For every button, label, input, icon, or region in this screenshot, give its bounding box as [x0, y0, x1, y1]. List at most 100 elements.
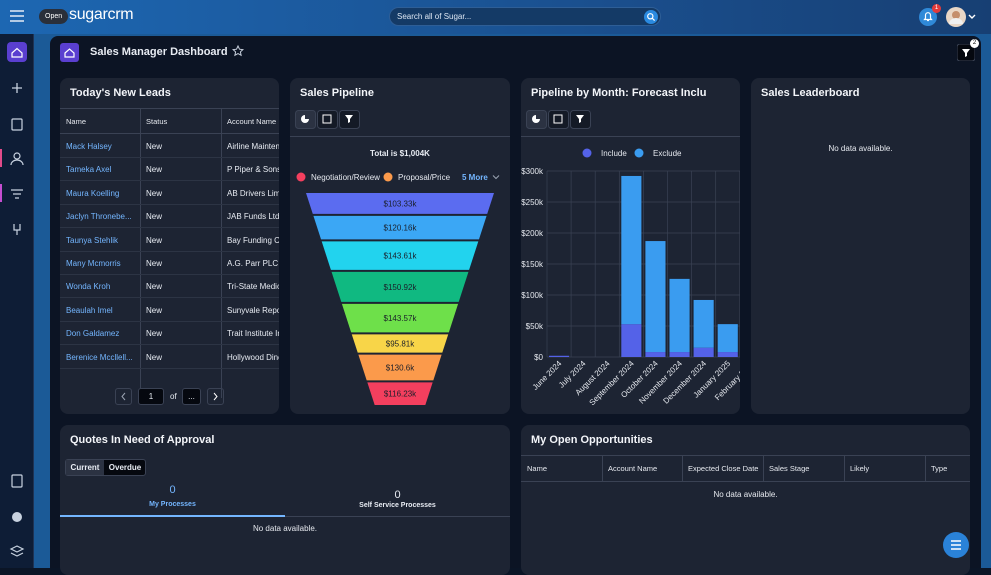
table-cell: New — [146, 259, 163, 268]
bar-segment — [717, 324, 738, 353]
dashlet-title: Pipeline by Month: Forecast Includ — [531, 87, 706, 99]
pie-icon — [301, 115, 309, 123]
process-label[interactable]: My Processes — [149, 501, 196, 508]
filter-button[interactable] — [957, 44, 975, 61]
row-divider — [60, 180, 279, 182]
prev-page[interactable] — [115, 388, 132, 405]
search-icon[interactable] — [644, 10, 658, 24]
column-separator — [925, 455, 926, 482]
bar-segment — [645, 352, 666, 357]
filter-icon — [576, 115, 584, 123]
table-cell: New — [146, 352, 163, 362]
funnel-label: $116.23k — [384, 390, 417, 399]
next-page[interactable] — [207, 388, 224, 405]
help-button[interactable] — [942, 531, 970, 559]
y-tick-label: $150k — [521, 260, 544, 269]
y-tick-label: $250k — [521, 198, 544, 207]
legend-swatch — [634, 148, 644, 158]
column-header: Likely — [850, 464, 870, 473]
row-divider — [60, 250, 279, 252]
row-divider — [60, 157, 279, 158]
table-cell: Bay Funding Co — [227, 235, 279, 245]
legend-label: Negotiation/Review — [311, 173, 380, 182]
table-cell: New — [146, 142, 163, 151]
tab[interactable]: Current — [66, 460, 104, 475]
open-badge[interactable]: Open — [39, 9, 69, 24]
dashlet-title: Today's New Leads — [70, 87, 171, 99]
active-tab-indicator — [60, 515, 285, 517]
column-separator — [602, 455, 603, 482]
funnel-segment — [351, 334, 449, 353]
lead-name[interactable]: Many Mcmorris — [66, 259, 121, 268]
funnel-label: $130.6k — [386, 363, 415, 372]
lead-name[interactable]: Wonda Kroh — [66, 282, 111, 292]
process-count[interactable]: 0 — [169, 484, 176, 496]
y-tick-label: $300k — [521, 167, 544, 176]
funnel-segment — [367, 382, 433, 405]
user-avatar[interactable] — [946, 6, 978, 28]
column-separator — [682, 455, 683, 482]
table-cell: Sunyvale Repo — [227, 305, 279, 315]
table-icon — [322, 114, 332, 124]
column-header: Name — [66, 117, 87, 126]
y-tick-label: $200k — [521, 229, 544, 238]
funnel-segment — [321, 241, 479, 270]
table-icon — [553, 114, 563, 124]
lead-name[interactable]: Berenice Mccllell... — [66, 352, 133, 362]
empty-message: No data available. — [713, 490, 778, 499]
lead-name[interactable]: Jaclyn Thronebe... — [66, 212, 132, 222]
column-separator — [844, 455, 845, 482]
table-header — [60, 108, 279, 134]
table-header — [521, 455, 970, 482]
row-divider — [60, 274, 279, 275]
funnel-segment — [358, 354, 442, 381]
bar-segment — [621, 175, 642, 325]
x-tick-label: June 2024 — [531, 359, 564, 392]
favorite-star[interactable] — [232, 45, 244, 57]
lead-name[interactable]: Taunya Stehlik — [66, 235, 119, 245]
table-cell: New — [146, 212, 163, 222]
process-label[interactable]: Self Service Processes — [359, 502, 436, 509]
legend-chevron — [492, 175, 500, 180]
column-header: Type — [931, 464, 948, 473]
table-cell: Airline Maintenanc — [227, 142, 279, 151]
column-header: Name — [527, 464, 548, 473]
lead-name[interactable]: Tameka Axel — [66, 165, 112, 175]
lead-name[interactable]: Maura Koelling — [66, 188, 120, 198]
lead-name[interactable]: Beaulah Imel — [66, 305, 113, 315]
menu-button[interactable] — [10, 10, 24, 22]
search-box[interactable]: Search all of Sugar... — [389, 7, 661, 26]
logo[interactable]: sugarcrm — [69, 6, 134, 23]
funnel-label: $143.57k — [384, 314, 418, 323]
lead-name[interactable]: Mack Halsey — [66, 142, 112, 151]
column-header: Account Name — [608, 464, 658, 473]
table-cell: New — [146, 305, 163, 315]
funnel-label: $143.61k — [384, 252, 418, 261]
funnel-label: $150.92k — [384, 283, 418, 292]
funnel-segment — [341, 303, 459, 333]
bar-segment — [621, 324, 642, 357]
column-separator — [763, 455, 764, 482]
chart-toolbar — [526, 110, 591, 129]
table-cell: A.G. Parr PLC — [227, 259, 279, 268]
pipeline-dashlet: Sales Pipeline Total is $1,004K Negotiati… — [290, 78, 510, 414]
tab[interactable]: Overdue — [108, 463, 142, 472]
table-cell: New — [146, 165, 163, 175]
opportunities-dashlet: My Open Opportunities No data available.… — [521, 425, 970, 575]
process-count[interactable]: 0 — [394, 489, 401, 501]
divider — [521, 136, 740, 137]
page-total[interactable]: ... — [182, 388, 201, 405]
table-cell: New — [146, 188, 163, 198]
search-placeholder: Search all of Sugar... — [397, 12, 472, 21]
forecast-dashlet: Pipeline by Month: Forecast Includ Inclu… — [521, 78, 740, 414]
notifications-icon[interactable] — [918, 7, 938, 27]
legend-more[interactable]: 5 More — [462, 173, 488, 182]
page-input[interactable]: 1 — [138, 388, 164, 405]
legend-label: Exclude — [653, 149, 682, 158]
filter-icon — [345, 115, 353, 123]
lead-name[interactable]: Don Galdamez — [66, 329, 120, 339]
home-nav[interactable] — [7, 42, 27, 62]
dashlet-title: My Open Opportunities — [531, 434, 653, 446]
legend-label: Include — [601, 149, 627, 158]
